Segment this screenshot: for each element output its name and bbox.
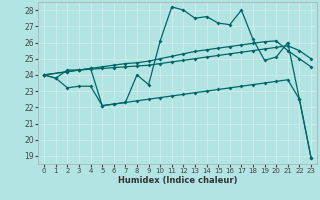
X-axis label: Humidex (Indice chaleur): Humidex (Indice chaleur) bbox=[118, 176, 237, 185]
